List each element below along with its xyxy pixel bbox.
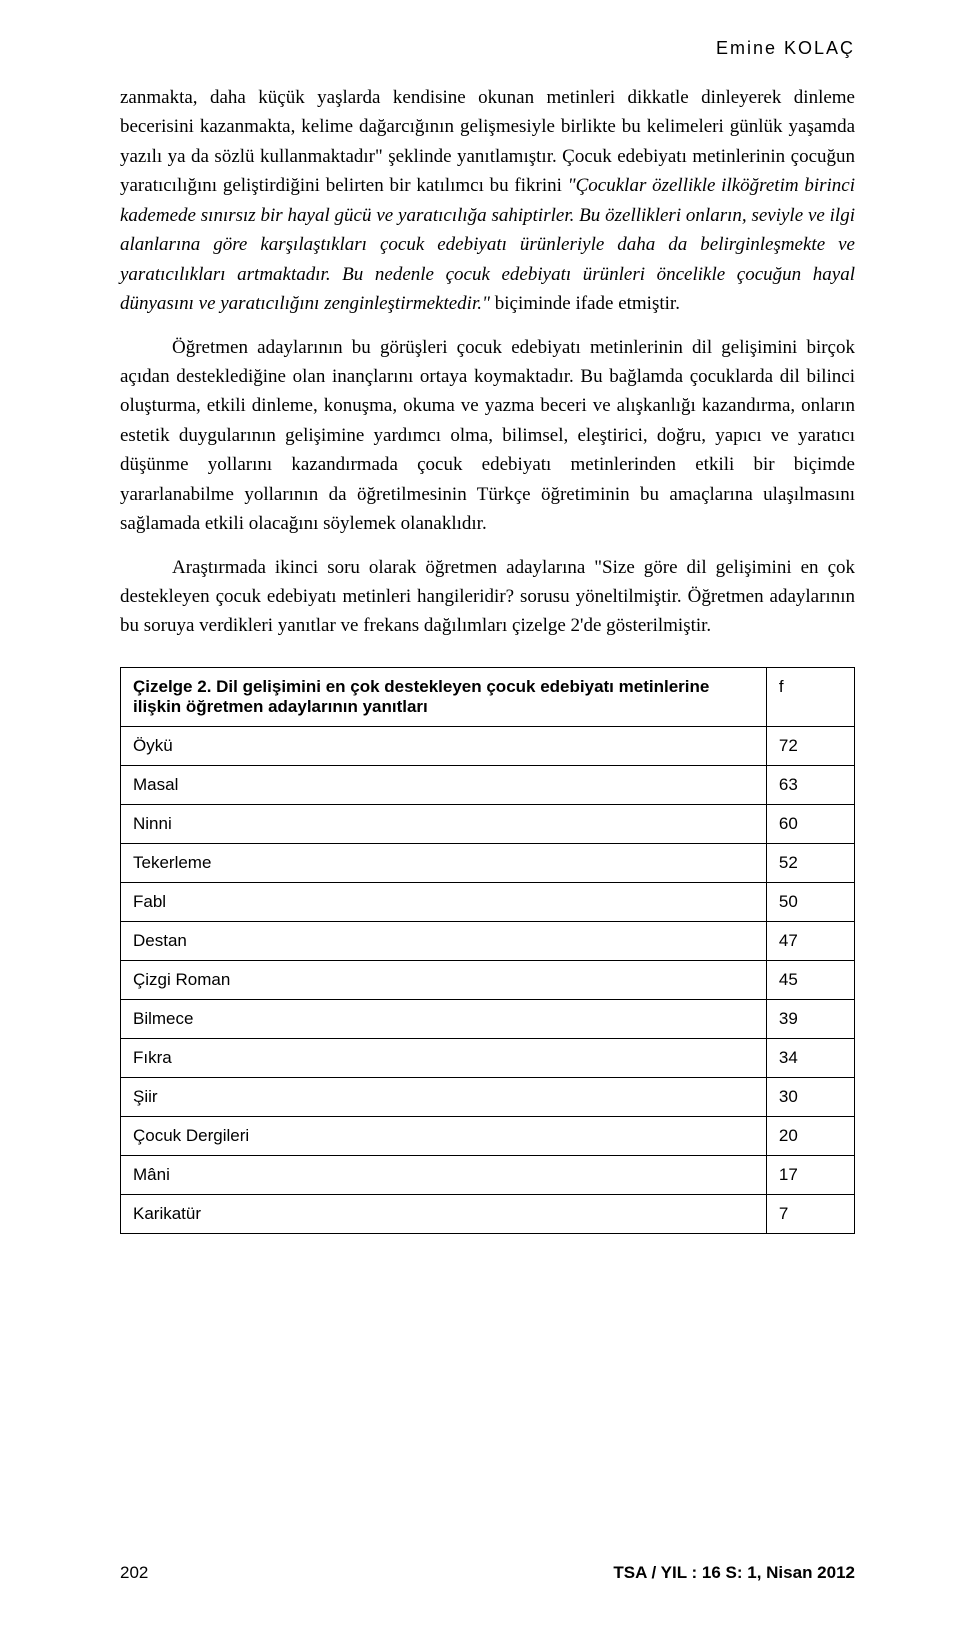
table-row-value: 47 (766, 921, 854, 960)
journal-info: TSA / YIL : 16 S: 1, Nisan 2012 (613, 1563, 855, 1583)
table-row: Tekerleme 52 (121, 843, 855, 882)
page-footer: 202 TSA / YIL : 16 S: 1, Nisan 2012 (120, 1563, 855, 1583)
table-row: Çocuk Dergileri 20 (121, 1116, 855, 1155)
table-row-label: Ninni (121, 804, 767, 843)
table-row-label: Şiir (121, 1077, 767, 1116)
paragraph-1-part-c: biçiminde ifade etmiştir. (490, 293, 680, 314)
table-row-value: 50 (766, 882, 854, 921)
table-row-value: 45 (766, 960, 854, 999)
table-row-label: Mâni (121, 1155, 767, 1194)
table-row-value: 39 (766, 999, 854, 1038)
table-row-value: 7 (766, 1194, 854, 1233)
table-title-cell: Çizelge 2. Dil gelişimini en çok destekl… (121, 667, 767, 726)
table-row-label: Fıkra (121, 1038, 767, 1077)
table-row: Şiir 30 (121, 1077, 855, 1116)
table-row: Bilmece 39 (121, 999, 855, 1038)
header-author: Emine KOLAÇ (120, 38, 855, 59)
page-number: 202 (120, 1563, 148, 1583)
table-2-wrap: Çizelge 2. Dil gelişimini en çok destekl… (120, 667, 855, 1234)
table-row: Karikatür 7 (121, 1194, 855, 1233)
table-row-value: 52 (766, 843, 854, 882)
table-2: Çizelge 2. Dil gelişimini en çok destekl… (120, 667, 855, 1234)
table-body: Öykü 72 Masal 63 Ninni 60 Tekerleme 52 F… (121, 726, 855, 1233)
table-row-label: Tekerleme (121, 843, 767, 882)
table-row: Fabl 50 (121, 882, 855, 921)
table-row-value: 72 (766, 726, 854, 765)
table-row-label: Fabl (121, 882, 767, 921)
table-row-value: 20 (766, 1116, 854, 1155)
table-header-row: Çizelge 2. Dil gelişimini en çok destekl… (121, 667, 855, 726)
table-row: Masal 63 (121, 765, 855, 804)
table-row-value: 34 (766, 1038, 854, 1077)
table-f-header: f (766, 667, 854, 726)
table-row: Mâni 17 (121, 1155, 855, 1194)
table-row: Destan 47 (121, 921, 855, 960)
table-row-value: 63 (766, 765, 854, 804)
table-row-label: Masal (121, 765, 767, 804)
paragraph-1: zanmakta, daha küçük yaşlarda kendisine … (120, 83, 855, 319)
table-row-label: Destan (121, 921, 767, 960)
table-row-label: Öykü (121, 726, 767, 765)
table-row-label: Bilmece (121, 999, 767, 1038)
paragraph-3: Araştırmada ikinci soru olarak öğretmen … (120, 553, 855, 641)
table-row: Öykü 72 (121, 726, 855, 765)
table-row-value: 60 (766, 804, 854, 843)
table-row-value: 30 (766, 1077, 854, 1116)
table-row: Çizgi Roman 45 (121, 960, 855, 999)
table-row-value: 17 (766, 1155, 854, 1194)
table-row-label: Çocuk Dergileri (121, 1116, 767, 1155)
table-row-label: Karikatür (121, 1194, 767, 1233)
table-row-label: Çizgi Roman (121, 960, 767, 999)
table-row: Ninni 60 (121, 804, 855, 843)
paragraph-2: Öğretmen adaylarının bu görüşleri çocuk … (120, 333, 855, 539)
table-row: Fıkra 34 (121, 1038, 855, 1077)
